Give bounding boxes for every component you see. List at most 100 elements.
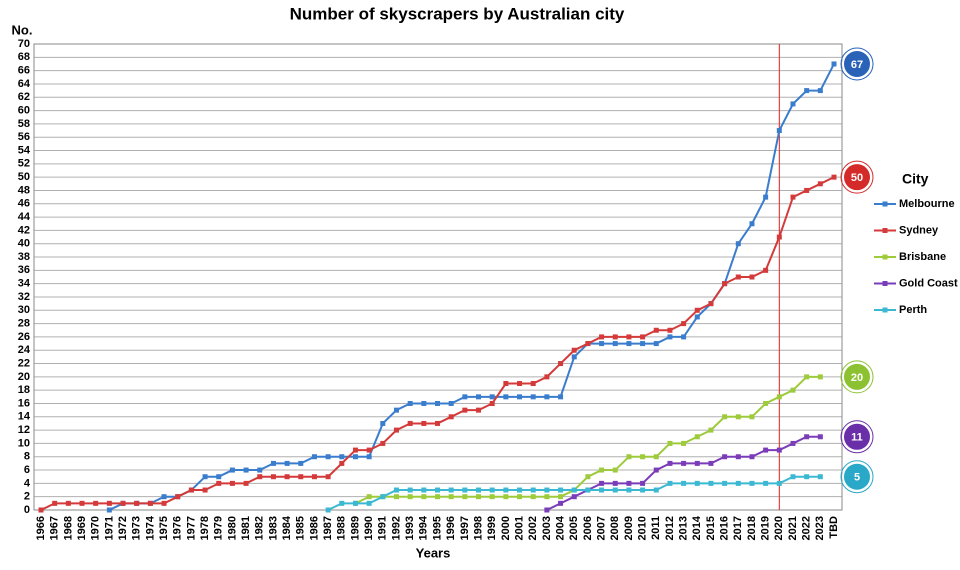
data-point [366,447,372,453]
x-tick-label: 1991 [377,516,389,540]
data-point [530,487,536,493]
x-tick-label: 1967 [49,516,61,540]
y-tick-label: 8 [24,451,30,463]
y-tick-label: 60 [18,104,30,116]
data-point [626,480,632,486]
x-tick-label: 2023 [814,516,826,540]
data-point [626,487,632,493]
x-tick-label: 2005 [568,516,580,540]
data-point [421,487,427,493]
data-point [640,487,646,493]
end-label: 20 [840,360,874,394]
data-point [270,460,276,466]
x-tick-label: 2008 [609,516,621,540]
data-point [421,494,427,500]
data-point [407,487,413,493]
data-point [763,194,769,200]
data-point [503,487,509,493]
legend-label: Brisbane [899,251,946,263]
end-label-ring [840,420,874,454]
data-point [640,480,646,486]
data-point [722,281,728,287]
legend-title: City [902,171,929,187]
data-point [558,494,564,500]
x-tick-label: 1966 [35,516,47,540]
data-point [257,467,263,473]
data-point [462,494,468,500]
data-point [558,487,564,493]
y-tick-label: 0 [24,504,30,516]
data-point [366,500,372,506]
data-point [667,334,673,340]
x-tick-label: 1976 [172,516,184,540]
x-tick-label: 1972 [117,516,129,540]
x-tick-label: 2010 [636,516,648,540]
data-point [640,454,646,460]
data-point [380,420,386,426]
x-tick-label: 2011 [650,516,662,540]
x-tick-label: 1975 [158,516,170,540]
data-point [694,314,700,320]
data-point [229,480,235,486]
data-point [653,467,659,473]
x-tick-label: 1982 [254,516,266,540]
y-tick-label: 64 [18,78,31,90]
data-point [735,480,741,486]
data-point [448,487,454,493]
data-point [749,414,755,420]
data-point [393,407,399,413]
data-point [134,500,140,506]
x-tick-label: 1981 [240,516,252,540]
series-line [327,475,821,511]
data-point [571,347,577,353]
data-point [626,341,632,347]
data-point [380,440,386,446]
data-point [489,400,495,406]
data-point [517,494,523,500]
x-axis-label: Years [416,545,451,560]
y-tick-label: 18 [18,384,30,396]
data-point [722,480,728,486]
data-point [407,400,413,406]
legend-label: Melbourne [899,198,955,210]
data-point [776,447,782,453]
x-tick-label: 1995 [431,516,443,540]
data-point [407,420,413,426]
end-label: 67 [840,47,874,81]
data-point [804,374,810,380]
x-tick-label: 2003 [541,516,553,540]
data-point [325,454,331,460]
data-point [79,500,85,506]
data-point [393,427,399,433]
data-point [544,394,550,400]
data-point [448,400,454,406]
data-point [804,474,810,480]
x-tick-label: 1970 [90,516,102,540]
data-point [804,88,810,94]
plot-border [33,43,843,511]
data-point [653,487,659,493]
data-point [216,474,222,480]
x-tick-label: 1971 [103,516,115,540]
data-point [790,101,796,107]
y-tick-label: 68 [18,51,30,63]
data-point [298,460,304,466]
data-point [517,394,523,400]
end-label-bubble [842,361,872,392]
data-point [790,440,796,446]
data-point [503,494,509,500]
data-point [243,467,249,473]
y-tick-label: 36 [18,264,30,276]
data-point [722,454,728,460]
data-point [435,494,440,500]
end-label-ring [840,47,874,81]
data-point [52,500,58,506]
x-tick-label: 1993 [404,516,416,540]
end-label-text: 20 [851,372,863,384]
data-point [681,460,687,466]
data-point [817,88,823,94]
data-point [202,474,208,480]
data-point [298,474,304,480]
data-point [735,454,741,460]
y-tick-label: 56 [18,131,30,143]
